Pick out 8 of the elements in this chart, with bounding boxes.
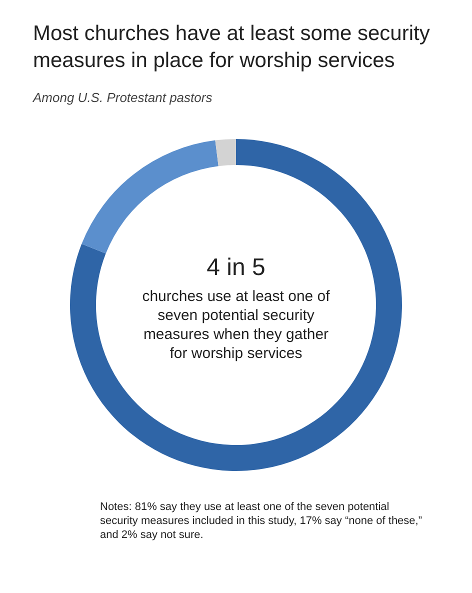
chart-title: Most churches have at least some security measures in place for worship services xyxy=(33,22,430,72)
text: Notes: 81% say they use at least one of the seven potential security measures included in this study, 17% say “none of these,” and 2% say not sure. xyxy=(100,501,422,541)
donut-slice xyxy=(70,139,402,471)
donut-slice xyxy=(215,139,236,166)
text: 4 in 5 xyxy=(206,254,266,281)
donut-slice xyxy=(82,140,218,254)
text: churches use at least one of seven potential security measures when they gather for worship services xyxy=(142,288,331,362)
chart-subtitle: Among U.S. Protestant pastors xyxy=(32,90,213,105)
